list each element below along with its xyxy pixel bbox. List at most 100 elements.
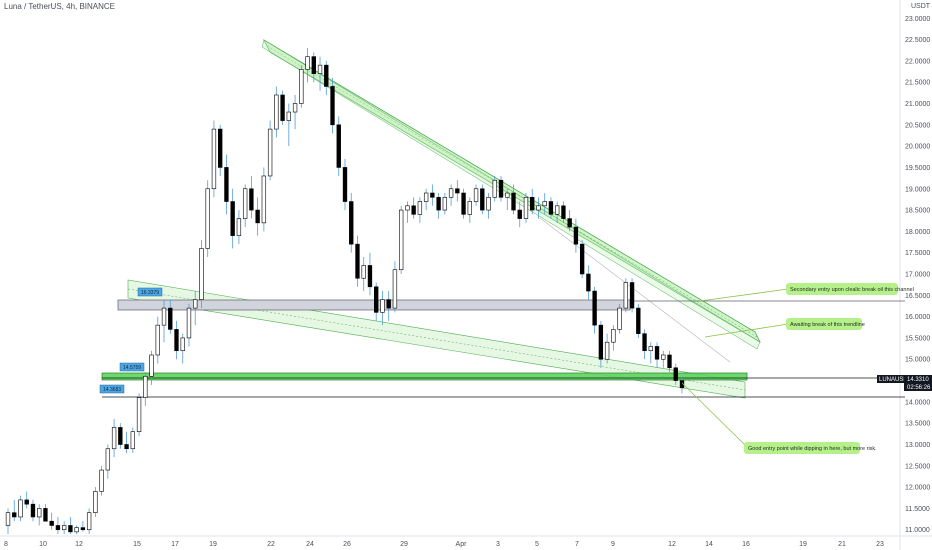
candle-body[interactable] — [661, 354, 666, 360]
candle-body[interactable] — [455, 188, 460, 194]
candle-body[interactable] — [24, 499, 29, 505]
candle-body[interactable] — [523, 196, 529, 219]
candle-body[interactable] — [5, 512, 11, 526]
candle-body[interactable] — [180, 337, 185, 352]
candle-body[interactable] — [642, 333, 647, 352]
candle-body[interactable] — [386, 299, 391, 309]
candle-body[interactable] — [242, 188, 248, 219]
candle-body[interactable] — [292, 103, 298, 113]
candle-body[interactable] — [555, 205, 560, 215]
candle-body[interactable] — [349, 201, 354, 245]
candle-body[interactable] — [255, 209, 260, 224]
candle-body[interactable] — [536, 205, 541, 211]
candle-body[interactable] — [374, 286, 379, 313]
candle-body[interactable] — [492, 179, 497, 198]
candle-body[interactable] — [161, 307, 167, 326]
candle-body[interactable] — [467, 201, 472, 215]
candle-body[interactable] — [224, 167, 229, 202]
candle-body[interactable] — [236, 218, 242, 236]
candle-body[interactable] — [598, 324, 604, 360]
candle-body[interactable] — [498, 179, 504, 198]
candle-body[interactable] — [193, 299, 198, 309]
candle-body[interactable] — [218, 128, 223, 168]
candle-body[interactable] — [280, 94, 285, 121]
candle-body[interactable] — [249, 188, 254, 211]
candle-body[interactable] — [174, 329, 179, 352]
callout-1-box[interactable] — [786, 283, 898, 295]
candle-body[interactable] — [149, 354, 154, 377]
candle-body[interactable] — [118, 427, 123, 445]
candle-body[interactable] — [311, 56, 316, 74]
candle-body[interactable] — [648, 346, 653, 352]
candle-body[interactable] — [667, 354, 672, 369]
candle-body[interactable] — [361, 265, 366, 279]
candle-body[interactable] — [143, 375, 148, 398]
callout-3-box[interactable] — [744, 442, 860, 454]
candle-body[interactable] — [654, 346, 660, 360]
candle-body[interactable] — [679, 380, 685, 389]
candle-body[interactable] — [486, 196, 491, 211]
candle-body[interactable] — [411, 205, 416, 215]
time-axis[interactable]: 8 10 12 15 17 19 22 24 26 29 Apr 3 5 7 9 12 14 16 19 21 23 — [4, 541, 884, 548]
candle-body[interactable] — [604, 341, 610, 360]
candle-body[interactable] — [305, 56, 310, 70]
candle-body[interactable] — [55, 525, 61, 531]
candle-body[interactable] — [136, 397, 142, 433]
candle-body[interactable] — [299, 69, 304, 104]
candle-body[interactable] — [448, 188, 454, 198]
candle-body[interactable] — [12, 512, 17, 518]
candle-body[interactable] — [592, 290, 597, 326]
candle-body[interactable] — [629, 282, 635, 309]
candle-body[interactable] — [567, 218, 572, 228]
candle-body[interactable] — [505, 192, 510, 198]
candle-body[interactable] — [417, 201, 423, 215]
candle-body[interactable] — [398, 209, 404, 271]
candle-body[interactable] — [586, 273, 591, 292]
price-tag-3-box[interactable] — [99, 384, 125, 394]
candle-body[interactable] — [68, 525, 73, 533]
candle-body[interactable] — [286, 111, 292, 121]
candle-body[interactable] — [93, 491, 98, 513]
candle-body[interactable] — [30, 503, 36, 518]
candle-body[interactable] — [155, 324, 160, 356]
candle-body[interactable] — [267, 128, 273, 177]
candle-body[interactable] — [436, 196, 441, 211]
candle-body[interactable] — [636, 307, 641, 334]
candle-body[interactable] — [324, 64, 329, 87]
candle-body[interactable] — [317, 64, 323, 74]
candle-body[interactable] — [673, 367, 678, 381]
price-tag-2-box[interactable] — [119, 362, 145, 372]
candle-body[interactable] — [199, 248, 204, 300]
candle-body[interactable] — [99, 469, 104, 492]
candle-body[interactable] — [461, 192, 466, 215]
candle-body[interactable] — [573, 226, 579, 245]
candle-body[interactable] — [43, 508, 48, 522]
candle-body[interactable] — [230, 201, 235, 236]
candle-body[interactable] — [355, 243, 360, 279]
candles-layer[interactable] — [5, 48, 685, 534]
candle-body[interactable] — [623, 282, 629, 309]
candle-body[interactable] — [473, 188, 479, 202]
candle-body[interactable] — [548, 201, 554, 215]
candle-body[interactable] — [367, 265, 373, 288]
price-tag-1-box[interactable] — [137, 287, 163, 297]
candle-body[interactable] — [442, 196, 448, 211]
candle-body[interactable] — [49, 520, 54, 526]
candle-body[interactable] — [18, 499, 23, 518]
candle-body[interactable] — [561, 205, 566, 219]
candle-body[interactable] — [186, 307, 192, 339]
candle-body[interactable] — [61, 525, 67, 531]
callout-2-box[interactable] — [786, 318, 862, 330]
candle-body[interactable] — [511, 192, 516, 211]
last-price-label[interactable]: LUNAUSDT 14.3310 02:56:26 — [877, 375, 932, 391]
candle-body[interactable] — [37, 508, 42, 518]
candle-body[interactable] — [205, 188, 210, 249]
candle-body[interactable] — [105, 448, 111, 471]
price-axis[interactable]: 11.0000 11.5000 12.0000 12.5000 13.0000 13.50… — [905, 16, 930, 534]
candle-body[interactable] — [261, 175, 267, 224]
candle-body[interactable] — [211, 128, 217, 190]
support-zone-lower[interactable] — [101, 372, 748, 381]
candle-body[interactable] — [336, 124, 341, 168]
candle-body[interactable] — [111, 427, 117, 450]
